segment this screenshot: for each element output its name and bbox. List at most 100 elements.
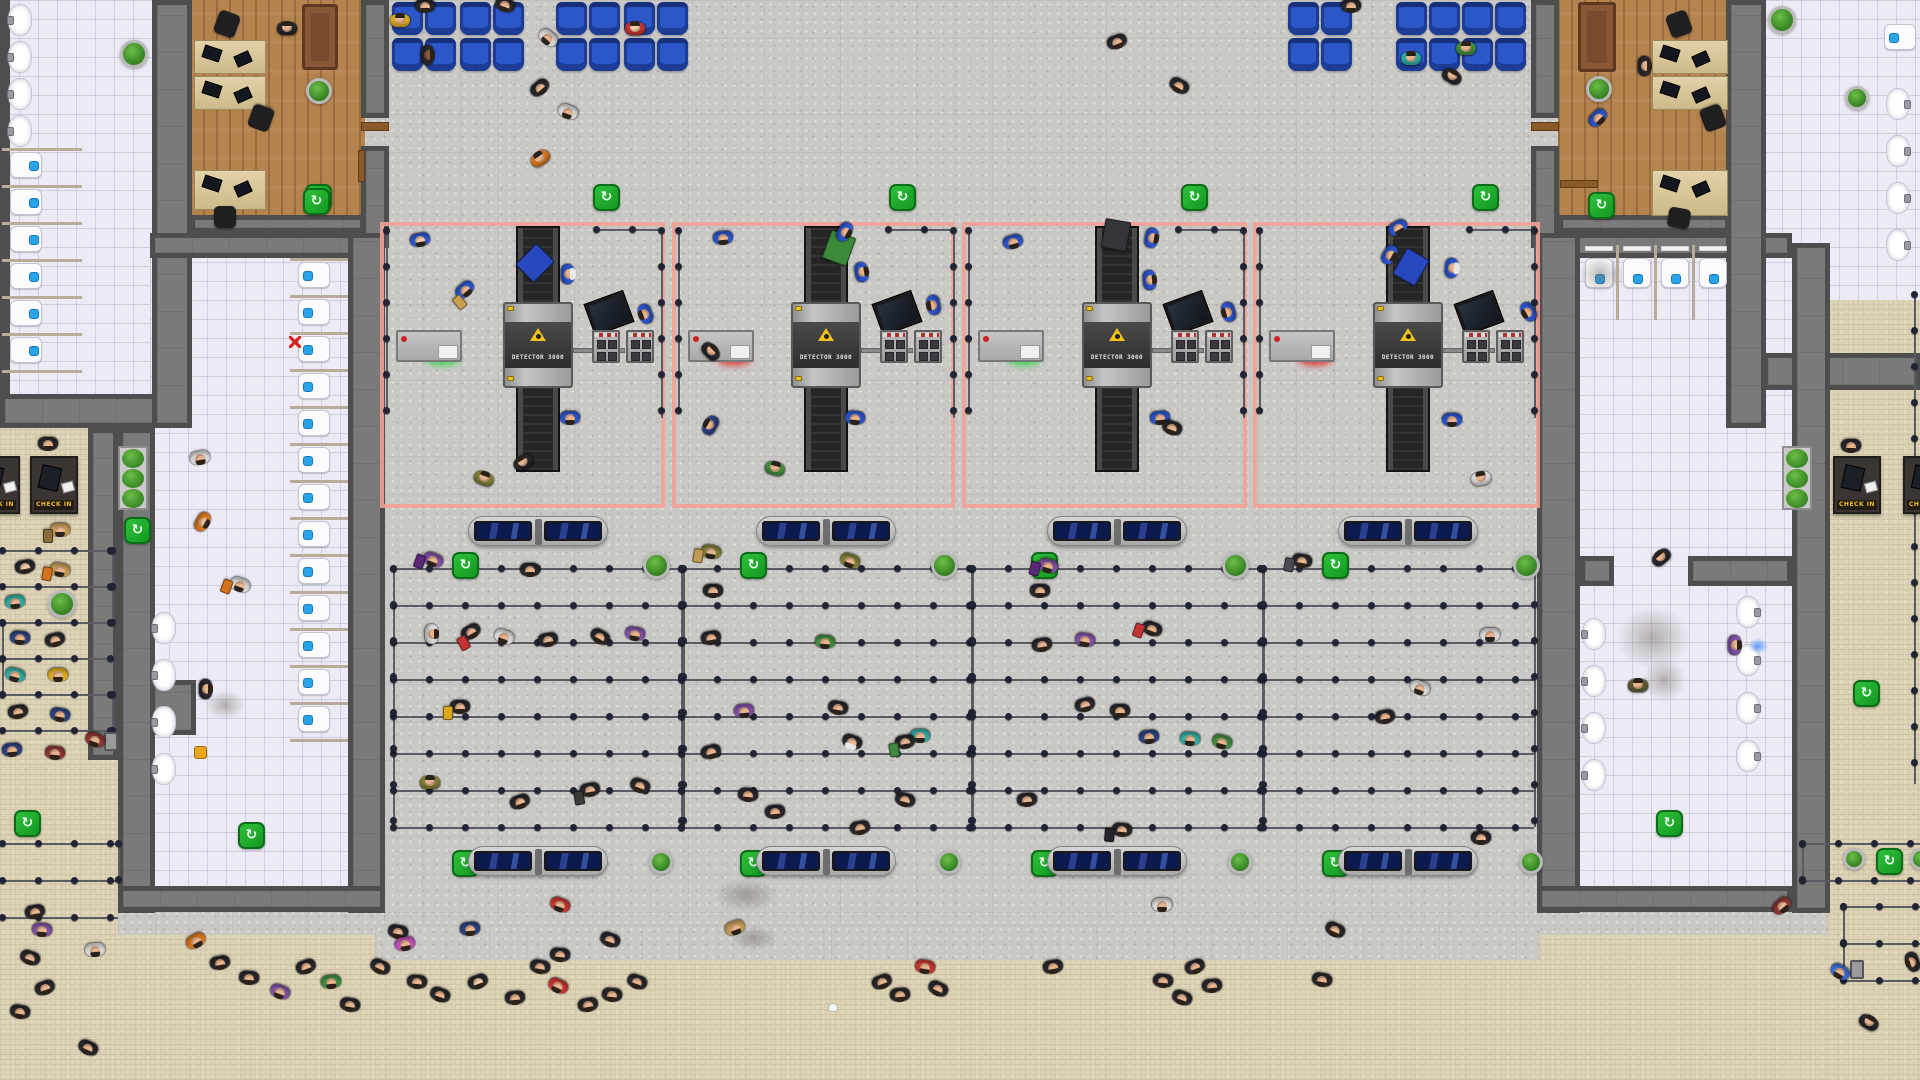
waiting-seat[interactable]	[1495, 2, 1526, 35]
bag-drop-table[interactable]	[978, 330, 1044, 362]
waiting-seat[interactable]	[589, 2, 620, 35]
waiting-seat[interactable]	[657, 2, 688, 35]
toilet[interactable]	[298, 521, 330, 547]
staff-member[interactable]	[35, 431, 61, 457]
potted-plant[interactable]	[1845, 86, 1869, 110]
office-chair[interactable]	[1666, 206, 1692, 230]
toilet[interactable]	[298, 558, 330, 584]
toilet[interactable]	[10, 189, 42, 215]
passenger[interactable]	[415, 42, 441, 68]
passenger[interactable]	[734, 781, 762, 809]
passenger[interactable]	[6, 624, 34, 652]
sink[interactable]	[1736, 692, 1761, 724]
toilet[interactable]	[10, 152, 42, 178]
potted-plant[interactable]	[1586, 76, 1612, 102]
wet-floor-sign[interactable]	[194, 746, 207, 759]
potted-plant[interactable]	[937, 850, 961, 874]
baggage-scanner[interactable]: DETECTOR 3000	[1082, 302, 1152, 388]
passenger[interactable]	[3, 697, 33, 727]
toilet[interactable]	[1661, 258, 1689, 288]
passenger[interactable]	[1307, 965, 1337, 995]
baggage-cart[interactable]	[626, 330, 654, 363]
passenger[interactable]	[1477, 622, 1503, 648]
security-officer[interactable]	[1137, 223, 1167, 253]
potted-plant[interactable]	[649, 850, 673, 874]
checkin-desk[interactable]: CHECK IN	[0, 456, 20, 514]
recycle-bin[interactable]: ↻	[1181, 184, 1208, 211]
toilet[interactable]	[298, 669, 330, 695]
door[interactable]	[1560, 180, 1598, 188]
toilet[interactable]	[298, 336, 330, 362]
passenger[interactable]	[1013, 786, 1041, 814]
passenger[interactable]	[41, 555, 75, 585]
passenger[interactable]	[517, 557, 543, 583]
recycle-bin[interactable]: ↻	[303, 188, 330, 215]
baggage-cart[interactable]	[592, 330, 620, 363]
passenger[interactable]	[1338, 0, 1364, 19]
passenger[interactable]	[10, 552, 40, 582]
potted-plant[interactable]	[1910, 848, 1920, 870]
passenger[interactable]	[419, 621, 445, 647]
waiting-seat[interactable]	[1288, 2, 1319, 35]
security-officer[interactable]	[918, 290, 948, 320]
potted-plant[interactable]	[1843, 848, 1865, 870]
recycle-bin[interactable]: ↻	[1588, 192, 1615, 219]
sink[interactable]	[151, 612, 176, 644]
passenger[interactable]	[1398, 45, 1424, 71]
scanner-tunnel-out[interactable]	[1095, 386, 1139, 472]
baggage-cart[interactable]	[1171, 330, 1199, 363]
sink[interactable]	[7, 78, 32, 110]
stall-door[interactable]	[1585, 246, 1613, 251]
passenger[interactable]	[5, 997, 35, 1027]
passenger[interactable]	[0, 736, 26, 764]
passenger[interactable]	[1722, 632, 1748, 658]
recycle-bin[interactable]: ↻	[1472, 184, 1499, 211]
queue-exit-sign[interactable]	[756, 846, 896, 876]
security-officer[interactable]	[405, 225, 435, 255]
security-officer[interactable]	[709, 224, 737, 252]
toilet[interactable]	[1699, 258, 1727, 288]
passenger[interactable]	[1070, 625, 1100, 655]
security-officer[interactable]	[557, 405, 583, 431]
passenger[interactable]	[533, 625, 563, 655]
baggage-scanner[interactable]: DETECTOR 3000	[791, 302, 861, 388]
waiting-seat[interactable]	[1462, 2, 1493, 35]
security-officer[interactable]	[1439, 407, 1465, 433]
toilet[interactable]	[298, 299, 330, 325]
potted-plant[interactable]	[1513, 552, 1540, 579]
waiting-seat[interactable]	[392, 38, 423, 71]
sink[interactable]	[7, 41, 32, 73]
recycle-bin[interactable]: ↻	[124, 517, 151, 544]
security-officer[interactable]	[1136, 266, 1164, 294]
toilet[interactable]	[10, 263, 42, 289]
passenger[interactable]	[417, 769, 443, 795]
baggage-cart[interactable]	[914, 330, 942, 363]
toilet[interactable]	[298, 484, 330, 510]
passenger[interactable]	[235, 964, 263, 992]
baggage-cart[interactable]	[1462, 330, 1490, 363]
door[interactable]	[1531, 122, 1559, 131]
baggage-scanner[interactable]: DETECTOR 3000	[1373, 302, 1443, 388]
waiting-seat[interactable]	[556, 38, 587, 71]
sink[interactable]	[1736, 740, 1761, 772]
passenger[interactable]	[1466, 463, 1496, 493]
queue-exit-sign[interactable]	[1338, 846, 1478, 876]
passenger[interactable]	[1632, 53, 1658, 79]
scanner-tunnel-out[interactable]	[804, 386, 848, 472]
passenger[interactable]	[274, 15, 300, 41]
recycle-bin[interactable]: ↻	[889, 184, 916, 211]
queue-entrance-sign[interactable]	[1338, 516, 1478, 546]
office-desk[interactable]	[1652, 40, 1728, 74]
waiting-seat[interactable]	[624, 38, 655, 71]
staff-member[interactable]	[1838, 433, 1864, 459]
baggage-cart[interactable]	[1496, 330, 1524, 363]
waiting-seat[interactable]	[1495, 38, 1526, 71]
passenger[interactable]	[1, 588, 29, 616]
toilet[interactable]	[10, 226, 42, 252]
checkin-desk[interactable]: CHECK IN	[1903, 456, 1920, 514]
toilet[interactable]	[10, 337, 42, 363]
security-officer[interactable]	[1438, 254, 1466, 282]
toilet[interactable]	[1884, 24, 1916, 50]
potted-plant[interactable]	[1519, 850, 1543, 874]
sink[interactable]	[1581, 759, 1606, 791]
